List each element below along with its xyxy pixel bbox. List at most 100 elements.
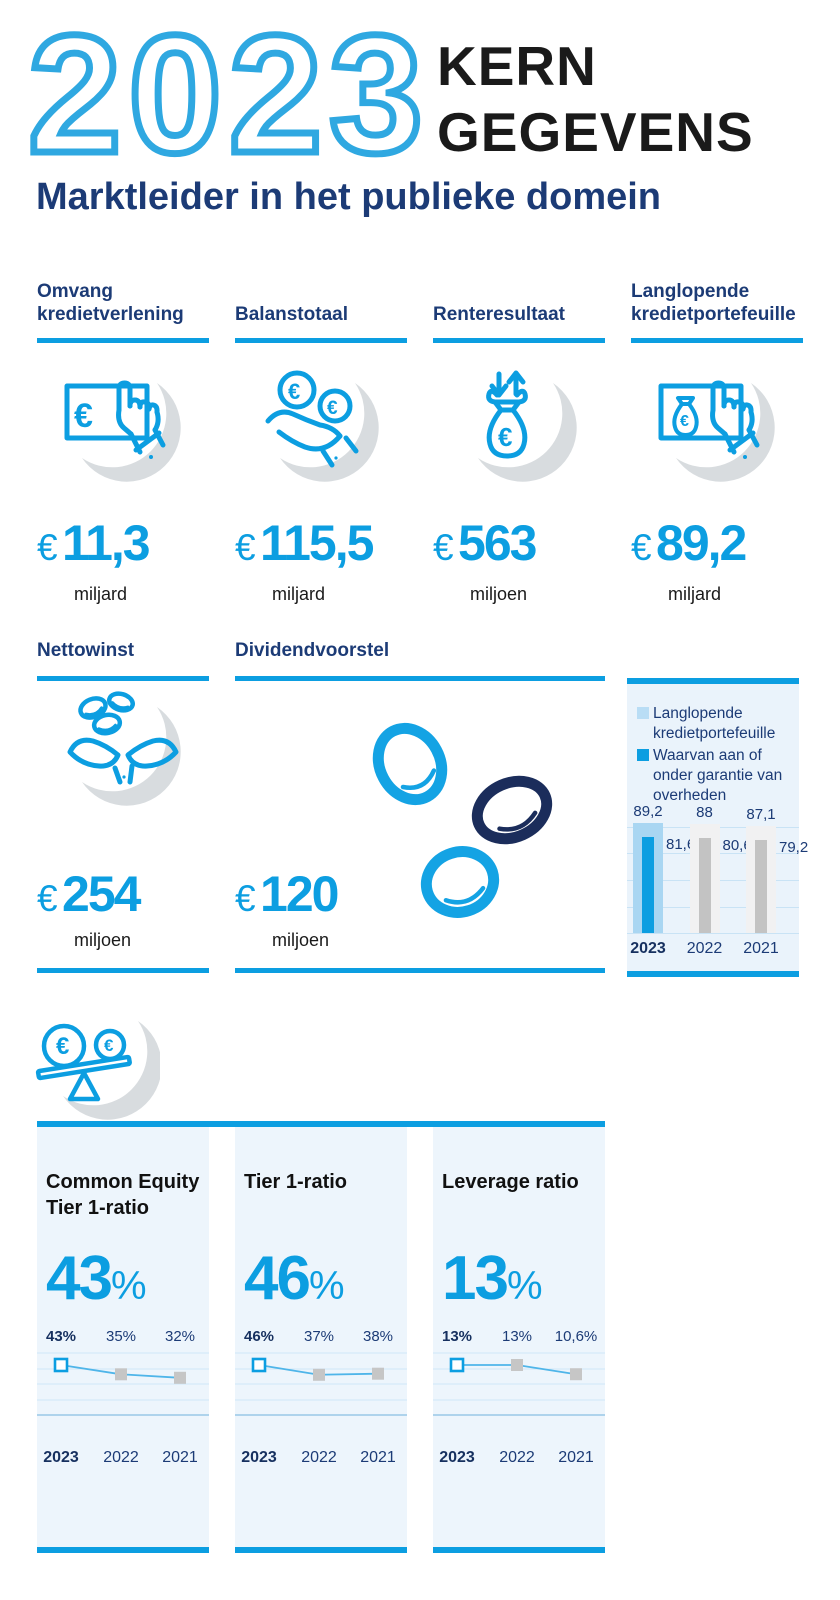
balance-scale-icon: € € bbox=[35, 1021, 160, 1120]
ratio-value-label: 37% bbox=[303, 1328, 335, 1345]
bar-value-label: 88 bbox=[696, 804, 713, 821]
legend-label: Langlopende kredietportefeuille bbox=[653, 705, 776, 742]
ratio-value-labels: 13% 13% 10,6% bbox=[433, 1328, 605, 1346]
ratio-value-label: 10,6% bbox=[554, 1328, 598, 1345]
svg-text:€: € bbox=[74, 397, 93, 435]
metric-value: € 254 bbox=[37, 866, 141, 935]
year-label: 2022 bbox=[499, 1449, 535, 1466]
divider bbox=[37, 338, 209, 343]
svg-text:€: € bbox=[498, 422, 512, 452]
currency-symbol: € bbox=[235, 527, 256, 568]
year-label: 2022 bbox=[686, 940, 723, 957]
ratio-value-label: 46% bbox=[243, 1328, 275, 1345]
chart-marker-2023 bbox=[251, 1357, 267, 1373]
page-title-line1: KERN bbox=[437, 35, 597, 97]
ratio-card-title: Tier 1-ratio bbox=[244, 1171, 347, 1193]
coins-in-hand-icon: € € bbox=[265, 370, 379, 482]
chart-gridline bbox=[627, 933, 799, 934]
hands-catching-coins-icon bbox=[67, 691, 181, 806]
legend-swatch-light bbox=[637, 707, 649, 719]
legend-swatch-accent bbox=[637, 749, 649, 761]
currency-symbol: € bbox=[37, 527, 58, 568]
bar-value-label: 87,1 bbox=[746, 806, 776, 823]
metric-unit: miljoen bbox=[74, 930, 132, 950]
ratio-value-label: 13% bbox=[441, 1328, 473, 1345]
metric-label: Dividendvoorstel bbox=[235, 639, 390, 661]
year-label: 2023 bbox=[439, 1449, 475, 1466]
metric-value: € 563 bbox=[433, 515, 537, 584]
year-label: 2021 bbox=[360, 1449, 396, 1466]
year-label: 2021 bbox=[743, 940, 779, 957]
ratio-big-value: 13% bbox=[442, 1244, 543, 1313]
chart-marker-2023 bbox=[449, 1357, 465, 1373]
year-label: 2023 bbox=[43, 1449, 79, 1466]
metric-value: € 115,5 bbox=[235, 515, 374, 584]
year-label: 2021 bbox=[558, 1449, 594, 1466]
year-headline: 2023 bbox=[25, 0, 430, 188]
svg-text:€: € bbox=[327, 398, 338, 419]
bar-2023-inner bbox=[642, 837, 654, 933]
ratio-big-value: 46% bbox=[244, 1244, 345, 1313]
ratio-line-chart bbox=[433, 1352, 605, 1416]
page-title: KERN GEGEVENS bbox=[437, 33, 754, 165]
year-label: 2022 bbox=[103, 1449, 139, 1466]
metric-value: € 89,2 bbox=[631, 515, 747, 584]
chart-marker-2021 bbox=[174, 1371, 186, 1384]
currency-symbol: € bbox=[631, 527, 652, 568]
ratio-value-label: 43% bbox=[45, 1328, 77, 1345]
ratio-value-label: 13% bbox=[501, 1328, 533, 1345]
metric-value: € 11,3 bbox=[37, 515, 151, 584]
metric-label: Balanstotaal bbox=[235, 303, 348, 325]
banknote-touch-hand-icon: € bbox=[64, 364, 181, 482]
divider bbox=[235, 338, 407, 343]
ratio-year-labels: 2023 2022 2021 bbox=[37, 1449, 209, 1469]
bar-value-label: 81,6 bbox=[666, 836, 696, 853]
ratio-value-label: 32% bbox=[164, 1328, 196, 1345]
divider bbox=[631, 338, 803, 343]
moneybag-card-hand-icon: € bbox=[658, 364, 775, 482]
ratio-card-tier1: Tier 1-ratio 46% 46% 37% 38% 2023 2022 2021 bbox=[235, 1127, 407, 1553]
moneybag-arrows-icon: € bbox=[478, 370, 577, 482]
ratio-line-chart bbox=[235, 1352, 407, 1416]
portfolio-chart-panel: Langlopende kredietportefeuille Waarvan … bbox=[627, 678, 808, 977]
ratio-value-labels: 43% 35% 32% bbox=[37, 1328, 209, 1346]
falling-coins-icon bbox=[372, 722, 553, 918]
currency-symbol: € bbox=[37, 878, 58, 919]
year-label: 2023 bbox=[630, 940, 666, 957]
metric-number: 254 bbox=[62, 866, 141, 922]
metric-unit: miljoen bbox=[272, 930, 330, 950]
ratio-value-label: 35% bbox=[105, 1328, 137, 1345]
metric-number: 115,5 bbox=[260, 515, 374, 571]
metric-unit: miljoen bbox=[470, 584, 528, 604]
page-subtitle: Marktleider in het publieke domein bbox=[36, 176, 662, 218]
currency-symbol: € bbox=[235, 878, 256, 919]
currency-symbol: € bbox=[433, 527, 454, 568]
metric-number: 563 bbox=[458, 515, 537, 571]
metric-number: 120 bbox=[260, 866, 339, 922]
chart-marker-2021 bbox=[372, 1367, 384, 1380]
legend-label: Waarvan aan of onder garantie van overhe… bbox=[653, 747, 783, 804]
ratio-year-labels: 2023 2022 2021 bbox=[433, 1449, 605, 1469]
metric-unit: miljard bbox=[272, 584, 326, 604]
ratio-big-value: 43% bbox=[46, 1244, 147, 1313]
metric-unit: miljard bbox=[668, 584, 722, 604]
divider bbox=[235, 676, 605, 681]
bar-value-label: 79,2 bbox=[779, 839, 809, 856]
metric-number: 11,3 bbox=[62, 515, 151, 571]
ratio-line-chart bbox=[37, 1352, 209, 1416]
year-label: 2022 bbox=[301, 1449, 337, 1466]
chart-marker-2022 bbox=[511, 1359, 523, 1371]
svg-text:€: € bbox=[56, 1033, 69, 1060]
chart-marker-2023 bbox=[53, 1357, 69, 1373]
ratio-card-leverage: Leverage ratio 13% 13% 13% 10,6% 2023 2022 2… bbox=[433, 1127, 605, 1553]
ratio-year-labels: 2023 2022 2021 bbox=[235, 1449, 407, 1469]
section-divider bbox=[37, 1121, 605, 1127]
divider bbox=[433, 338, 605, 343]
bar-2022-inner bbox=[698, 838, 711, 933]
svg-text:€: € bbox=[288, 379, 300, 404]
svg-text:€: € bbox=[680, 413, 689, 430]
ratio-card-title: Leverage ratio bbox=[442, 1171, 579, 1193]
chart-marker-2021 bbox=[570, 1368, 582, 1381]
divider bbox=[37, 968, 209, 973]
